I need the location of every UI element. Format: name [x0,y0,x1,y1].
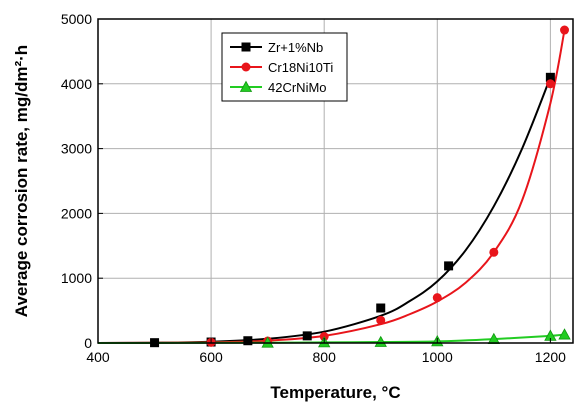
data-point-zr-1-nb-6 [545,72,555,82]
data-point-cr18ni10ti-5 [489,247,499,257]
data-point-cr18ni10ti-6 [545,79,555,89]
x-axis-label: Temperature, °C [270,383,400,402]
data-point-42crnimo-0 [261,336,274,348]
data-point-cr18ni10ti-7 [560,25,570,35]
x-tick-label-1200: 1200 [535,349,566,365]
y-tick-label-1000: 1000 [61,270,92,286]
legend-marker-cr18ni10ti [241,62,251,72]
legend: Zr+1%Nb Cr18Ni10Ti 42CrNiMo [221,32,348,102]
data-point-42crnimo-6 [558,328,571,340]
data-point-zr-1-nb-2 [243,336,253,346]
plot-area-frame [97,18,574,344]
x-tick-label-400: 400 [86,349,110,365]
data-point-cr18ni10ti-3 [376,315,386,325]
data-point-zr-1-nb-5 [444,261,454,271]
data-point-cr18ni10ti-4 [432,293,442,303]
y-axis-ticks: 0 1000 2000 3000 4000 5000 [61,11,103,351]
y-tick-label-0: 0 [84,335,92,351]
y-axis-label: Average corrosion rate, mg/dm²·h [12,45,31,317]
y-tick-label-2000: 2000 [61,205,92,221]
y-tick-label-4000: 4000 [61,76,92,92]
data-point-zr-1-nb-3 [302,331,312,341]
data-point-zr-1-nb-4 [376,303,386,313]
legend-marker-42crnimo [239,80,253,92]
x-tick-label-800: 800 [313,349,337,365]
y-tick-label-3000: 3000 [61,141,92,157]
data-markers [150,25,571,348]
x-axis-ticks: 400 600 800 1000 1200 [86,338,566,365]
x-tick-label-1000: 1000 [422,349,453,365]
data-point-42crnimo-2 [374,335,387,347]
x-tick-label-600: 600 [199,349,223,365]
legend-marker-zr-1-nb [241,42,251,52]
legend-label-zr-1-nb: Zr+1%Nb [268,40,323,55]
y-tick-label-5000: 5000 [61,11,92,27]
legend-label-42crnimo: 42CrNiMo [268,80,327,95]
legend-label-cr18ni10ti: Cr18Ni10Ti [268,60,333,75]
